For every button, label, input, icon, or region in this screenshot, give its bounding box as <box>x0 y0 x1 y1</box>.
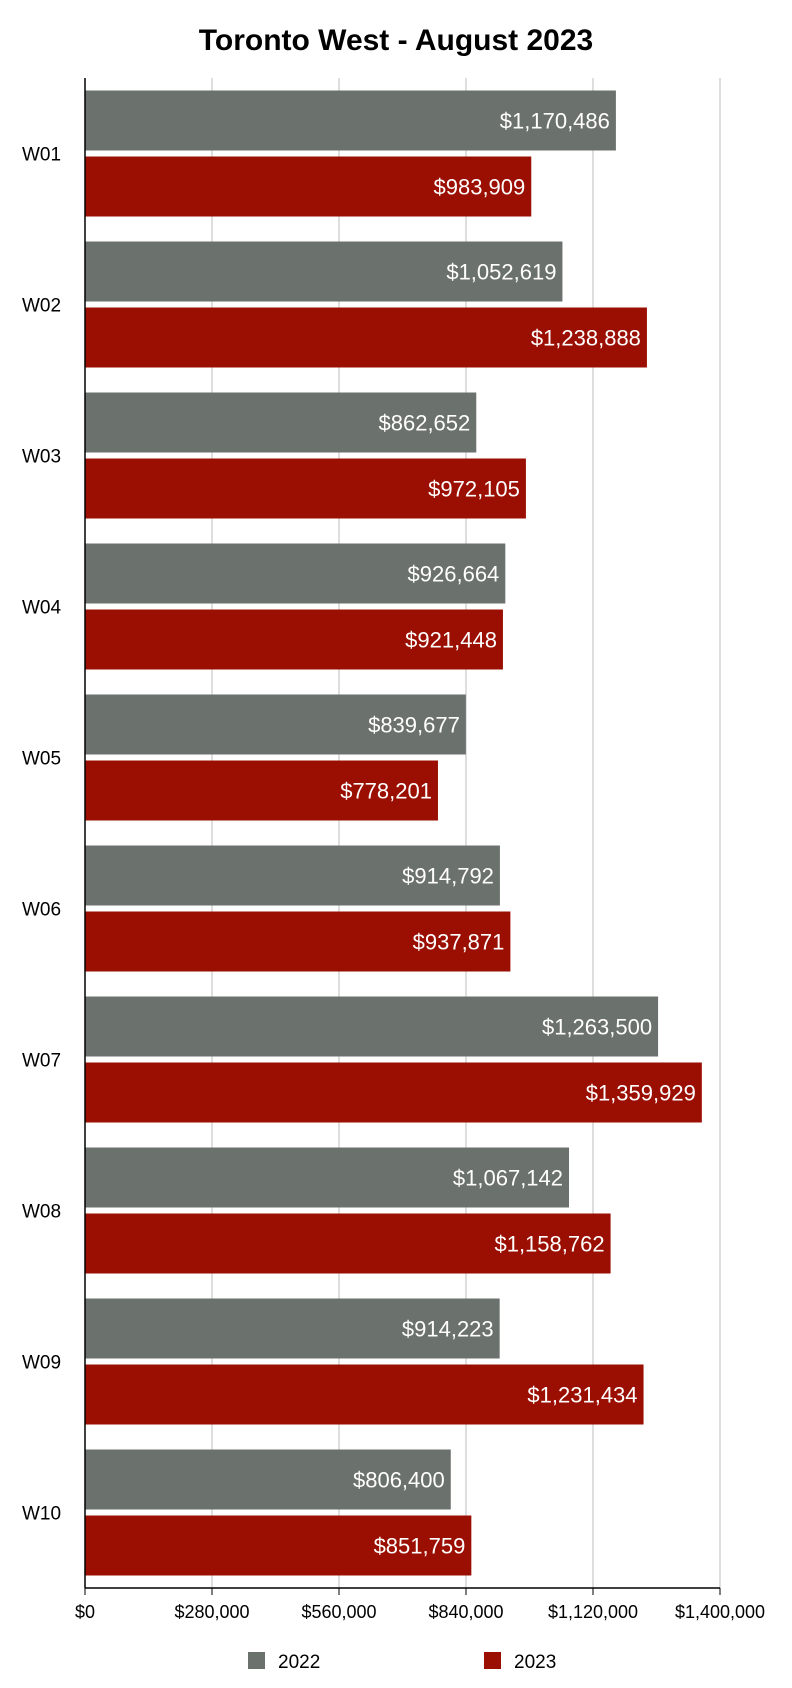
category-label: W10 <box>22 1504 61 1525</box>
bar-2022-w02 <box>85 241 563 302</box>
bar-value-label: $1,263,500 <box>542 1015 652 1040</box>
bar-2023-w09 <box>85 1364 644 1425</box>
bar-value-label: $914,792 <box>402 864 494 889</box>
bar-2023-w04 <box>85 609 503 670</box>
bars: $1,170,486 $983,909 $1,052,619 $1,238,888 $8… <box>85 90 702 1576</box>
category-label: W06 <box>22 900 61 921</box>
bar-2022-w07 <box>85 996 659 1057</box>
bar-2022-w10 <box>85 1449 451 1510</box>
bar-value-label: $1,231,434 <box>527 1383 637 1408</box>
bar-value-label: $1,052,619 <box>446 260 556 285</box>
x-tick-label: $1,120,000 <box>548 1602 638 1622</box>
legend-label: 2022 <box>278 1652 320 1673</box>
bar-value-label: $972,105 <box>428 477 520 502</box>
bar-2022-w09 <box>85 1298 500 1359</box>
x-tick-label: $280,000 <box>174 1602 249 1622</box>
bar-value-label: $862,652 <box>379 411 471 436</box>
bar-2023-w06 <box>85 911 511 972</box>
bar-2023-w10 <box>85 1515 472 1576</box>
bar-value-label: $937,871 <box>413 930 505 955</box>
bar-2023-w07 <box>85 1062 702 1123</box>
bar-value-label: $926,664 <box>408 562 500 587</box>
bar-value-label: $1,170,486 <box>500 109 610 134</box>
bar-2022-w04 <box>85 543 506 604</box>
category-label: W09 <box>22 1353 61 1374</box>
bar-2022-w01 <box>85 90 616 151</box>
category-label: W04 <box>22 598 62 619</box>
bar-value-label: $914,223 <box>402 1317 494 1342</box>
category-label: W05 <box>22 749 61 770</box>
bar-value-label: $851,759 <box>374 1534 466 1559</box>
bar-2022-w06 <box>85 845 500 906</box>
category-label: W07 <box>22 1051 61 1072</box>
bar-value-label: $921,448 <box>405 628 497 653</box>
x-axis: $0 $280,000 $560,000 $840,000 $1,120,000 $1,4… <box>75 78 765 1622</box>
category-label: W08 <box>22 1202 61 1223</box>
category-label: W03 <box>22 447 61 468</box>
bar-value-label: $1,238,888 <box>531 326 641 351</box>
bar-value-label: $1,158,762 <box>494 1232 604 1257</box>
bar-value-label: $1,359,929 <box>586 1081 696 1106</box>
legend: 2022 2023 <box>248 1652 556 1673</box>
gridlines <box>211 78 721 1588</box>
bar-2022-w08 <box>85 1147 570 1208</box>
x-tick-label: $1,400,000 <box>675 1602 765 1622</box>
bar-2023-w08 <box>85 1213 611 1274</box>
bar-value-label: $983,909 <box>434 175 526 200</box>
category-label: W01 <box>22 145 61 166</box>
bar-2022-w05 <box>85 694 466 755</box>
legend-swatch <box>484 1652 501 1669</box>
bar-2022-w03 <box>85 392 477 453</box>
bar-2023-w03 <box>85 458 526 519</box>
bar-value-label: $839,677 <box>368 713 460 738</box>
legend-swatch <box>248 1652 265 1669</box>
bar-2023-w02 <box>85 307 647 368</box>
bar-value-label: $778,201 <box>340 779 432 804</box>
x-tick-label: $0 <box>75 1602 95 1622</box>
legend-label: 2023 <box>514 1652 556 1673</box>
bar-value-label: $1,067,142 <box>453 1166 563 1191</box>
bar-2023-w05 <box>85 760 438 821</box>
chart-title: Toronto West - August 2023 <box>199 24 593 57</box>
x-tick-label: $840,000 <box>428 1602 503 1622</box>
category-labels: W01 W02 W03 W04 W05 W06 W07 W08 W09 W10 <box>22 145 62 1525</box>
bar-2023-w01 <box>85 156 532 217</box>
category-label: W02 <box>22 296 61 317</box>
x-tick-label: $560,000 <box>301 1602 376 1622</box>
bar-value-label: $806,400 <box>353 1468 445 1493</box>
